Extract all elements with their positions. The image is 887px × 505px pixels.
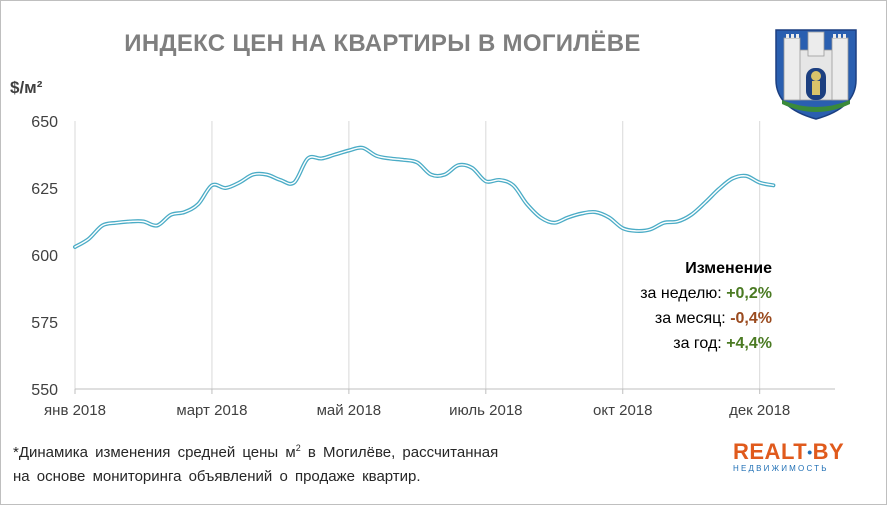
y-tick-label: 650 (31, 114, 58, 131)
y-tick-label: 600 (31, 248, 58, 265)
logo-word-by: BY (812, 439, 845, 464)
change-label-week: за неделю: (640, 285, 722, 302)
grid-layer (74, 121, 761, 389)
chart-title: ИНДЕКС ЦЕН НА КВАРТИРЫ В МОГИЛЁВЕ (124, 30, 641, 57)
series-line-highlight (74, 146, 775, 248)
footnote-line-1-tail: в Могилёве, рассчитанная (300, 444, 499, 461)
change-value-year: +4,4% (726, 335, 772, 352)
logo-wordmark: REALT•BY (733, 440, 851, 464)
y-tick-label: 550 (31, 382, 58, 399)
footnote: *Динамика изменения средней цены м2 в Мо… (13, 436, 593, 489)
y-tick-label: 575 (31, 315, 58, 332)
realt-by-logo: REALT•BY НЕДВИЖИМОСТЬ (733, 440, 851, 474)
change-row-month: за месяц: -0,4% (560, 306, 772, 331)
y-axis-unit-label: $/м² (10, 78, 43, 97)
line-chart: янв 2018 март 2018 май 2018 июль 2018 окт 20… (31, 114, 835, 419)
footnote-line-1-text: *Динамика изменения средней цены м (13, 444, 296, 461)
x-tick-label: май 2018 (317, 402, 382, 419)
change-value-week: +0,2% (726, 285, 772, 302)
logo-word-realt: REALT (733, 439, 808, 464)
change-header: Изменение (685, 260, 772, 277)
change-row-week: за неделю: +0,2% (560, 281, 772, 306)
change-label-month: за месяц: (654, 310, 726, 327)
x-tick-label: июль 2018 (449, 402, 522, 419)
axis-layer: янв 2018 март 2018 май 2018 июль 2018 окт 20… (31, 114, 835, 419)
x-tick-label: янв 2018 (44, 402, 106, 419)
change-row-year: за год: +4,4% (560, 331, 772, 356)
x-tick-label: окт 2018 (593, 402, 652, 419)
series-line (73, 145, 776, 249)
footnote-line-2: на основе мониторинга объявлений о прода… (13, 468, 421, 485)
mogilev-coat-of-arms-icon (775, 29, 857, 120)
series-layer (73, 145, 776, 249)
x-tick-label: март 2018 (176, 402, 247, 419)
change-value-month: -0,4% (730, 310, 772, 327)
footnote-line-1: *Динамика изменения средней цены м2 в Мо… (13, 436, 593, 465)
logo-dot: • (807, 444, 813, 460)
change-panel: Изменение за неделю: +0,2% за месяц: -0,… (560, 256, 772, 356)
change-label-year: за год: (673, 335, 722, 352)
footnote-superscript: 2 (295, 443, 301, 453)
logo-tagline: НЕДВИЖИМОСТЬ (733, 464, 829, 473)
x-tick-label: дек 2018 (729, 402, 790, 419)
y-tick-label: 625 (31, 181, 58, 198)
